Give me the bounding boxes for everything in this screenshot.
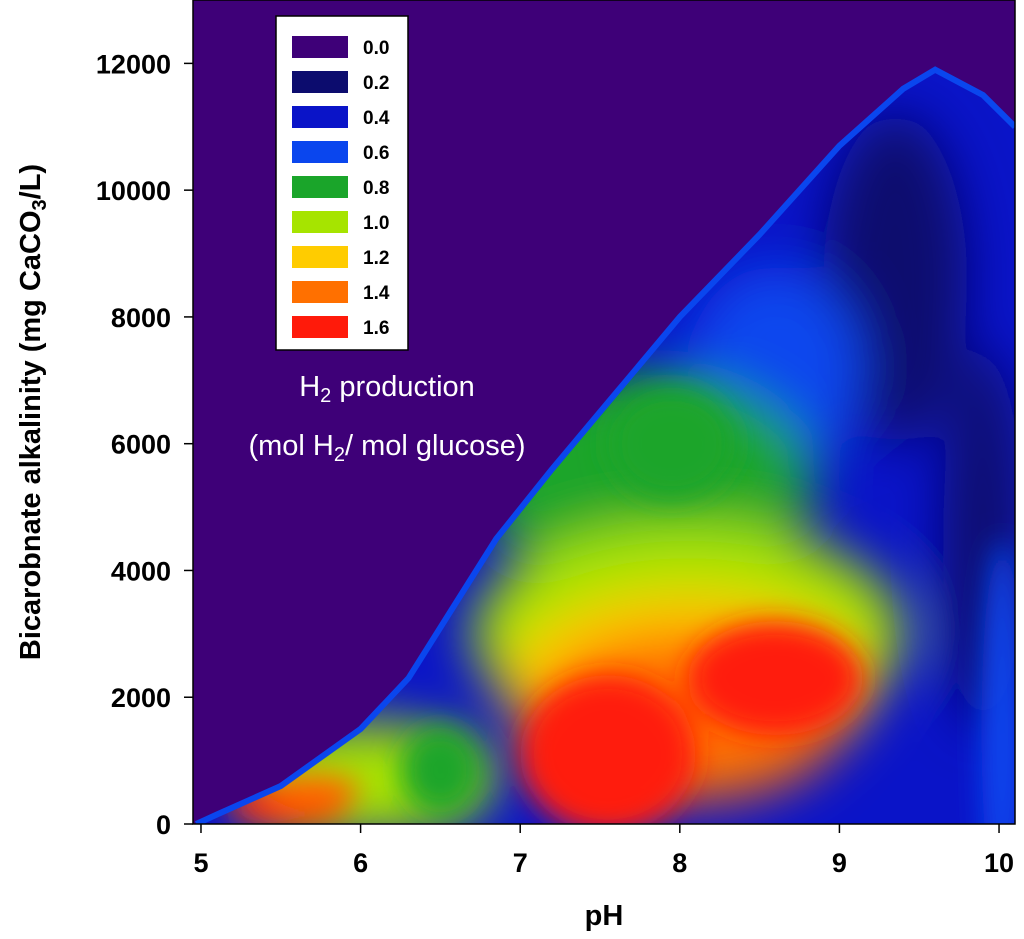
y-axis: 0 2000 4000 6000 8000 10000 12000 xyxy=(96,49,193,840)
legend-label: 0.2 xyxy=(363,73,389,94)
annotation: H2 production (mol H2/ mol glucose) xyxy=(248,371,525,466)
y-tick-label: 8000 xyxy=(111,303,171,333)
x-tick-label: 10 xyxy=(984,848,1014,878)
legend-swatch xyxy=(292,246,348,268)
annotation-line-2: (mol H2/ mol glucose) xyxy=(248,430,525,466)
legend-label: 0.6 xyxy=(363,143,389,164)
x-tick-label: 9 xyxy=(832,848,847,878)
x-tick-label: 5 xyxy=(193,848,208,878)
legend-label: 1.6 xyxy=(363,318,389,339)
y-tick-label: 6000 xyxy=(111,430,171,460)
y-tick-label: 4000 xyxy=(111,556,171,586)
y-tick-label: 0 xyxy=(156,810,171,840)
y-tick-label: 10000 xyxy=(96,176,171,206)
x-axis-title: pH xyxy=(585,900,624,932)
contour-peak-mid xyxy=(520,675,696,824)
legend-swatch xyxy=(292,176,348,198)
legend-swatch xyxy=(292,106,348,128)
legend-label: 0.8 xyxy=(363,178,389,199)
legend-label: 1.0 xyxy=(363,213,389,234)
boundary-rim xyxy=(194,66,1015,824)
legend-label: 0.4 xyxy=(363,108,390,129)
contour-peak-high-ph xyxy=(687,621,864,736)
contour-blue-right-edge xyxy=(981,538,1015,824)
contour-field xyxy=(193,0,1015,824)
legend-label: 0.0 xyxy=(363,38,389,59)
legend-swatch xyxy=(292,211,348,233)
legend-label: 1.4 xyxy=(363,283,390,304)
legend-swatch xyxy=(292,36,348,58)
legend-swatch xyxy=(292,281,348,303)
y-axis-title-subscript: 3 xyxy=(29,199,51,210)
plot-area xyxy=(193,0,1015,824)
y-tick-label: 12000 xyxy=(96,49,171,79)
legend-swatch xyxy=(292,141,348,163)
x-tick-label: 6 xyxy=(353,848,368,878)
x-tick-label: 8 xyxy=(672,848,687,878)
x-tick-label: 7 xyxy=(513,848,528,878)
contour-green-pocket xyxy=(400,725,481,815)
legend-swatch xyxy=(292,71,348,93)
contour-green-plateau xyxy=(607,386,736,501)
legend: 0.0 0.2 0.4 0.6 0.8 1.0 1.2 1.4 1.6 xyxy=(275,15,409,351)
legend-swatch xyxy=(292,316,348,338)
legend-label: 1.2 xyxy=(363,248,389,269)
x-axis: 5 6 7 8 9 10 xyxy=(193,824,1014,878)
y-tick-label: 2000 xyxy=(111,683,171,713)
plot-frame xyxy=(192,0,1016,825)
annotation-line-1: H2 production xyxy=(299,371,475,407)
y-axis-title: Bicarobnate alkalinity (mg CaCO3/L) xyxy=(15,164,51,660)
